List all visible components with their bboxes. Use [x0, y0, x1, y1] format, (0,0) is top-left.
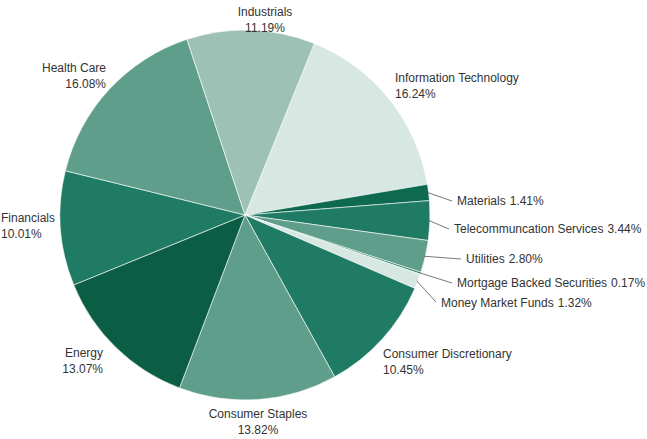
leader-line — [428, 193, 452, 201]
slice-label: Consumer Discretionary — [383, 347, 512, 361]
slice-label: Mortgage Backed Securities 0.17% — [457, 276, 645, 290]
slice-label: Money Market Funds 1.32% — [441, 296, 592, 310]
slice-value: 10.45% — [383, 363, 424, 377]
slice-value: 16.08% — [65, 77, 106, 91]
slice-label-name: Telecommuncation Services — [454, 222, 603, 236]
page: {"chart_data": {"type": "pie", "categori… — [0, 0, 647, 439]
slice-label: Industrials — [238, 5, 293, 19]
slice-label: Health Care — [42, 61, 106, 75]
leader-line — [429, 221, 449, 229]
labels: Information Technology 16.24% Materials 1.4… — [1, 5, 645, 437]
leader-line — [420, 273, 452, 283]
slice-value: 0.17% — [611, 276, 645, 290]
slice-label: Information Technology — [395, 71, 519, 85]
slice-value: 1.41% — [510, 194, 544, 208]
slice — [187, 30, 314, 215]
slice-value: 13.07% — [62, 362, 103, 376]
slice-value: 2.80% — [509, 252, 543, 266]
slice-label-name: Utilities — [466, 252, 505, 266]
slice-value: 1.32% — [558, 296, 592, 310]
leader-line — [424, 256, 461, 259]
slice-value: 10.01% — [1, 227, 42, 241]
slice-value: 11.19% — [245, 21, 285, 35]
slice-label: Materials 1.41% — [457, 194, 544, 208]
slice-value: 3.44% — [607, 222, 641, 236]
leader-line — [417, 281, 436, 302]
slice-label-name: Materials — [457, 194, 506, 208]
slice-value: 13.82% — [238, 423, 279, 437]
slice-label-name: Mortgage Backed Securities — [457, 276, 607, 290]
slice-label: Utilities 2.80% — [466, 252, 543, 266]
slice-label-name: Money Market Funds — [441, 296, 554, 310]
slice-label: Consumer Staples — [209, 407, 308, 421]
slices — [60, 30, 430, 400]
slice-label: Energy — [65, 346, 103, 360]
slice-value: 16.24% — [395, 87, 436, 101]
chart: Information Technology 16.24% Materials 1.4… — [0, 0, 647, 439]
slice-label: Financials — [1, 211, 55, 225]
slice-label: Telecommuncation Services 3.44% — [454, 222, 642, 236]
